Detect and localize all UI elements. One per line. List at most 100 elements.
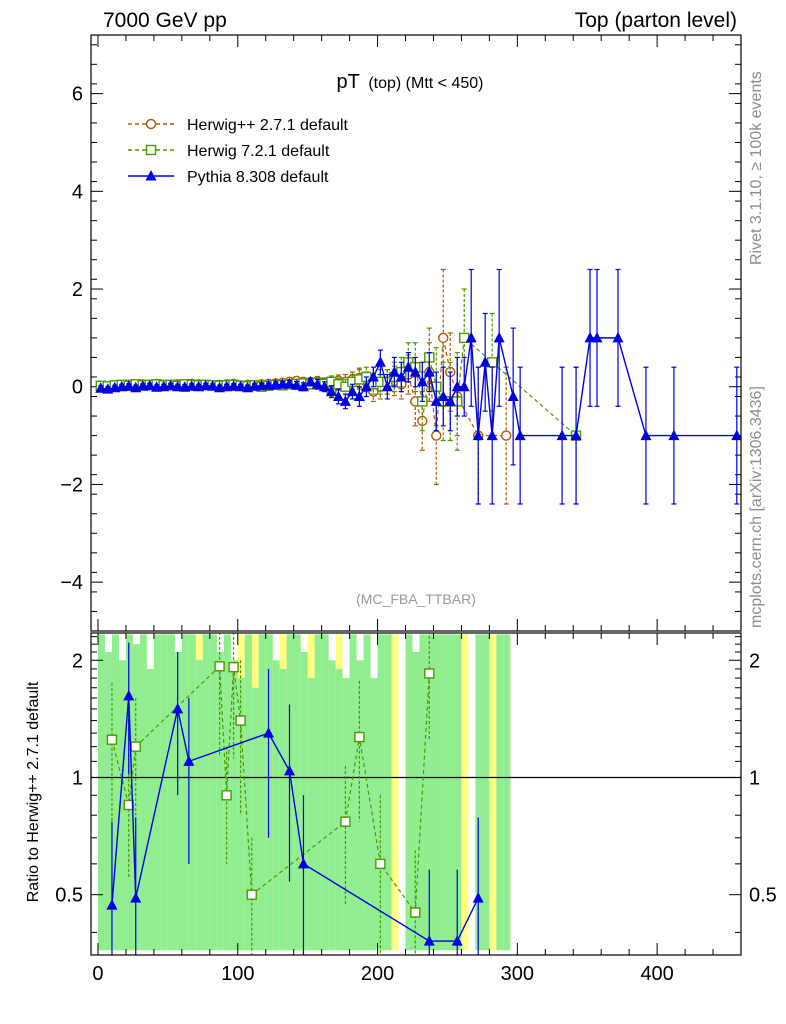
band-green-bin — [181, 634, 189, 951]
band-green-bin — [132, 644, 140, 951]
data-point — [311, 378, 323, 389]
band-green-bin — [286, 634, 294, 951]
band-green-bin — [419, 634, 427, 951]
legend-entry-label: Herwig++ 2.7.1 default — [187, 117, 349, 134]
ratio-data-point — [410, 907, 421, 918]
band-green-bin — [405, 634, 413, 951]
band-green-bin — [202, 634, 210, 951]
band-green-bin — [272, 660, 280, 951]
ratio-data-point — [375, 858, 386, 870]
band-green-bin — [174, 652, 182, 951]
analysis-name-label: (MC_FBA_TTBAR) — [356, 591, 476, 607]
ratio-data-point — [283, 764, 295, 776]
band-green-bin — [307, 678, 315, 951]
main-y-tick-label: 4 — [72, 181, 83, 203]
band-green-bin — [209, 634, 217, 951]
data-point — [353, 390, 365, 402]
band-green-bin — [139, 634, 147, 951]
band-green-bin — [153, 634, 161, 951]
data-point — [395, 370, 407, 382]
band-green-bin — [97, 634, 105, 951]
band-green-bin — [440, 634, 448, 951]
ratio-data-point — [106, 899, 118, 910]
data-point — [144, 379, 156, 391]
band-green-bin — [363, 634, 371, 951]
band-green-bin — [104, 652, 112, 951]
band-green-bin — [195, 660, 203, 951]
data-point — [431, 430, 442, 441]
data-point — [200, 379, 212, 391]
legend: Herwig++ 2.7.1 default Herwig 7.2.1 defau… — [128, 117, 349, 186]
data-point — [591, 331, 603, 343]
data-point — [402, 361, 414, 372]
data-point — [444, 395, 456, 406]
band-green-bin — [314, 634, 322, 951]
ratio-data-point — [297, 857, 309, 869]
ratio-data-point — [451, 935, 463, 946]
ratio-data-point — [106, 734, 118, 745]
data-point — [186, 380, 198, 391]
legend-marker — [145, 118, 157, 130]
band-green-bin — [167, 634, 175, 951]
main-y-tick-label: 6 — [72, 84, 83, 106]
legend-entry-label: Herwig 7.2.1 default — [187, 143, 330, 160]
x-tick-label: 100 — [221, 963, 254, 985]
data-point — [123, 380, 135, 391]
data-point — [207, 380, 219, 391]
ratio-y-tick-label-right: 0.5 — [749, 885, 777, 907]
ratio-data-point — [172, 702, 184, 714]
ratio-data-point — [221, 790, 232, 801]
data-point — [472, 429, 484, 441]
band-green-bin — [377, 634, 385, 951]
ratio-data-point — [123, 689, 135, 701]
main-frame — [90, 34, 742, 632]
x-axis: 0 100 200 300 400 — [92, 35, 742, 985]
data-point — [417, 415, 428, 427]
ratio-data-point — [340, 816, 351, 827]
ratio-data-point — [263, 727, 275, 738]
ratio-data-point — [228, 661, 239, 673]
band-green-bin — [125, 634, 133, 951]
data-point — [332, 390, 344, 402]
data-point — [172, 380, 184, 392]
x-tick-label: 200 — [361, 963, 394, 985]
band-green-bin — [300, 652, 308, 951]
band-green-bin — [237, 678, 245, 951]
main-title-sub: (top) (Mtt < 450) — [368, 75, 483, 92]
band-green-bin — [244, 634, 252, 951]
data-point — [165, 379, 177, 391]
data-point — [570, 429, 582, 441]
band-green-bin — [111, 634, 119, 951]
band-green-bin — [146, 668, 154, 951]
data-point — [367, 370, 379, 382]
header-observable: Top (parton level) — [575, 9, 737, 32]
band-green-bin — [384, 634, 392, 951]
ratio-series-triangle — [106, 642, 484, 955]
ratio-data-point — [183, 755, 195, 766]
data-point — [290, 379, 302, 390]
band-green-bin — [356, 660, 364, 951]
ratio-data-point — [214, 661, 225, 672]
band-green-bin — [454, 634, 462, 951]
ratio-y-tick-label-right: 1 — [749, 767, 760, 789]
main-series-layer — [95, 268, 741, 505]
data-point — [479, 356, 491, 367]
data-point — [297, 380, 309, 392]
band-green-bin — [349, 634, 357, 951]
header-energy: 7000 GeV pp — [103, 9, 227, 32]
data-point — [346, 385, 358, 397]
ratio-y-tick-label-right: 2 — [749, 650, 760, 672]
ratio-data-point — [354, 731, 365, 743]
ratio-data-point — [235, 715, 246, 726]
data-point — [584, 331, 596, 343]
ratio-data-point — [472, 892, 484, 903]
main-y-tick-label: 0 — [72, 377, 83, 399]
band-green-bin — [251, 687, 259, 951]
ratio-y-axis: 0.5 0.5 1 1 2 2 — [55, 636, 777, 933]
data-point — [507, 390, 519, 402]
data-point — [500, 430, 512, 441]
band-green-bin — [321, 634, 329, 951]
main-y-tick-label: −4 — [60, 572, 83, 594]
ratio-data-point — [424, 668, 435, 679]
